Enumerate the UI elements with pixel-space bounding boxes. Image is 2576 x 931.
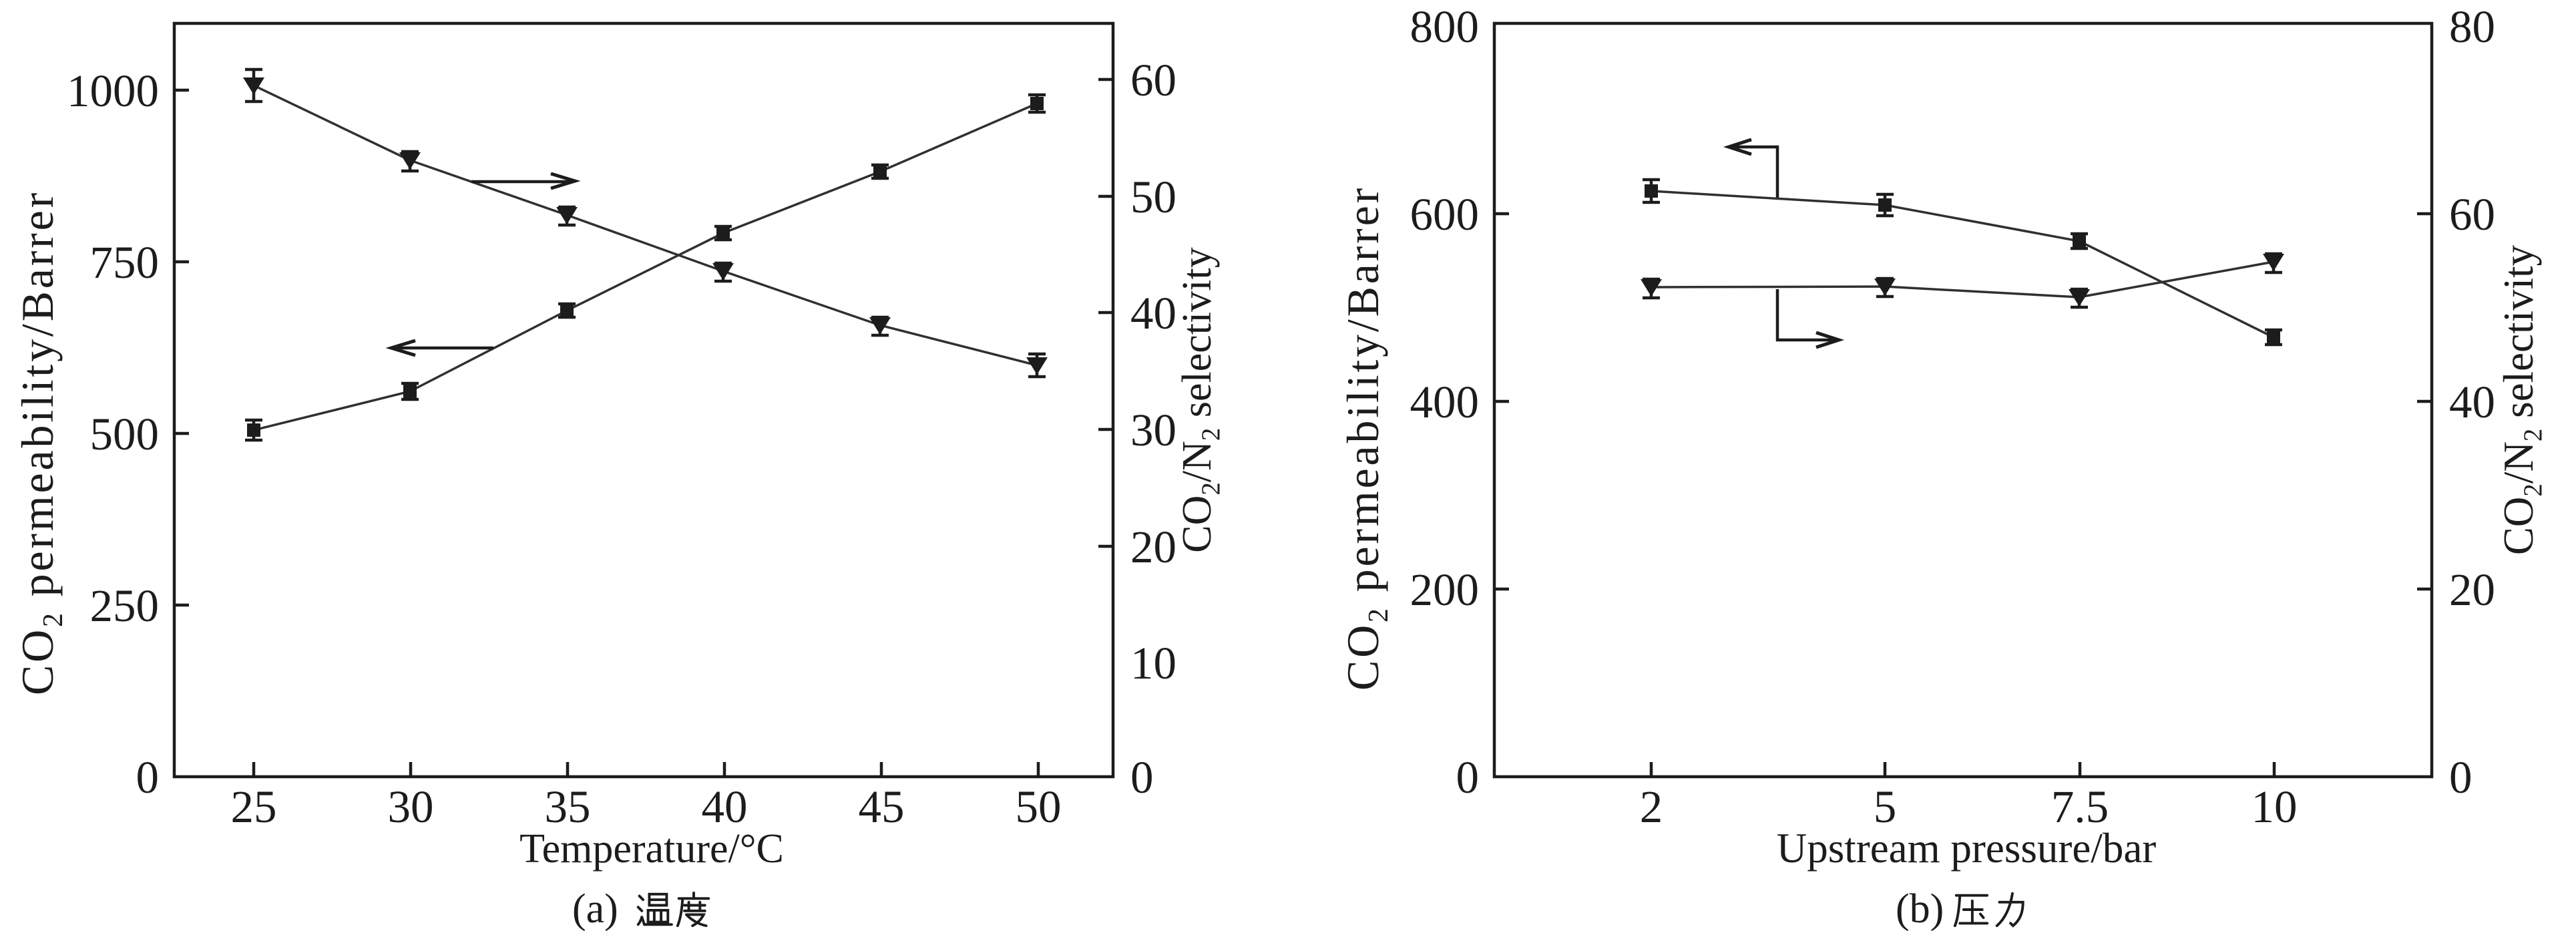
svg-text:800: 800	[1410, 1, 1480, 52]
svg-text:400: 400	[1410, 377, 1480, 427]
svg-text:20: 20	[2449, 564, 2495, 615]
svg-text:40: 40	[1130, 288, 1176, 339]
svg-text:(b): (b)	[1896, 886, 1944, 931]
svg-text:CO2/N2 selectivity: CO2/N2 selectivity	[2495, 244, 2547, 555]
svg-text:200: 200	[1410, 564, 1480, 615]
svg-text:30: 30	[1130, 405, 1176, 455]
svg-text:50: 50	[1130, 172, 1176, 222]
svg-text:7.5: 7.5	[2051, 781, 2109, 832]
svg-text:80: 80	[2449, 1, 2495, 52]
svg-text:750: 750	[90, 237, 160, 288]
svg-text:Upstream pressure/bar: Upstream pressure/bar	[1777, 825, 2157, 872]
svg-text:25: 25	[231, 781, 277, 832]
svg-text:20: 20	[1130, 522, 1176, 572]
svg-text:10: 10	[2251, 781, 2298, 832]
svg-text:60: 60	[1130, 55, 1176, 106]
svg-text:30: 30	[388, 781, 434, 832]
svg-text:CO2 permeability/Barrer: CO2 permeability/Barrer	[12, 190, 69, 695]
svg-text:45: 45	[859, 781, 905, 832]
svg-text:250: 250	[90, 580, 160, 631]
svg-text:0: 0	[136, 752, 160, 803]
svg-text:CO2 permeability/Barrer: CO2 permeability/Barrer	[1337, 186, 1394, 691]
svg-text:CO2/N2 selectivity: CO2/N2 selectivity	[1174, 247, 1225, 552]
svg-text:0: 0	[1456, 752, 1480, 803]
svg-text:1000: 1000	[67, 65, 159, 116]
svg-text:5: 5	[1874, 781, 1897, 832]
svg-text:0: 0	[2449, 752, 2473, 803]
svg-text:50: 50	[1016, 781, 1062, 832]
svg-text:40: 40	[2449, 377, 2495, 427]
svg-text:(a): (a)	[572, 886, 618, 931]
svg-text:10: 10	[1130, 638, 1176, 689]
svg-text:Temperature/°C: Temperature/°C	[519, 826, 784, 872]
svg-text:600: 600	[1410, 189, 1480, 240]
svg-text:2: 2	[1640, 781, 1663, 832]
svg-text:35: 35	[545, 781, 591, 832]
svg-text:500: 500	[90, 409, 160, 459]
svg-text:60: 60	[2449, 189, 2495, 240]
svg-text:40: 40	[702, 781, 748, 832]
svg-text:0: 0	[1130, 752, 1154, 803]
